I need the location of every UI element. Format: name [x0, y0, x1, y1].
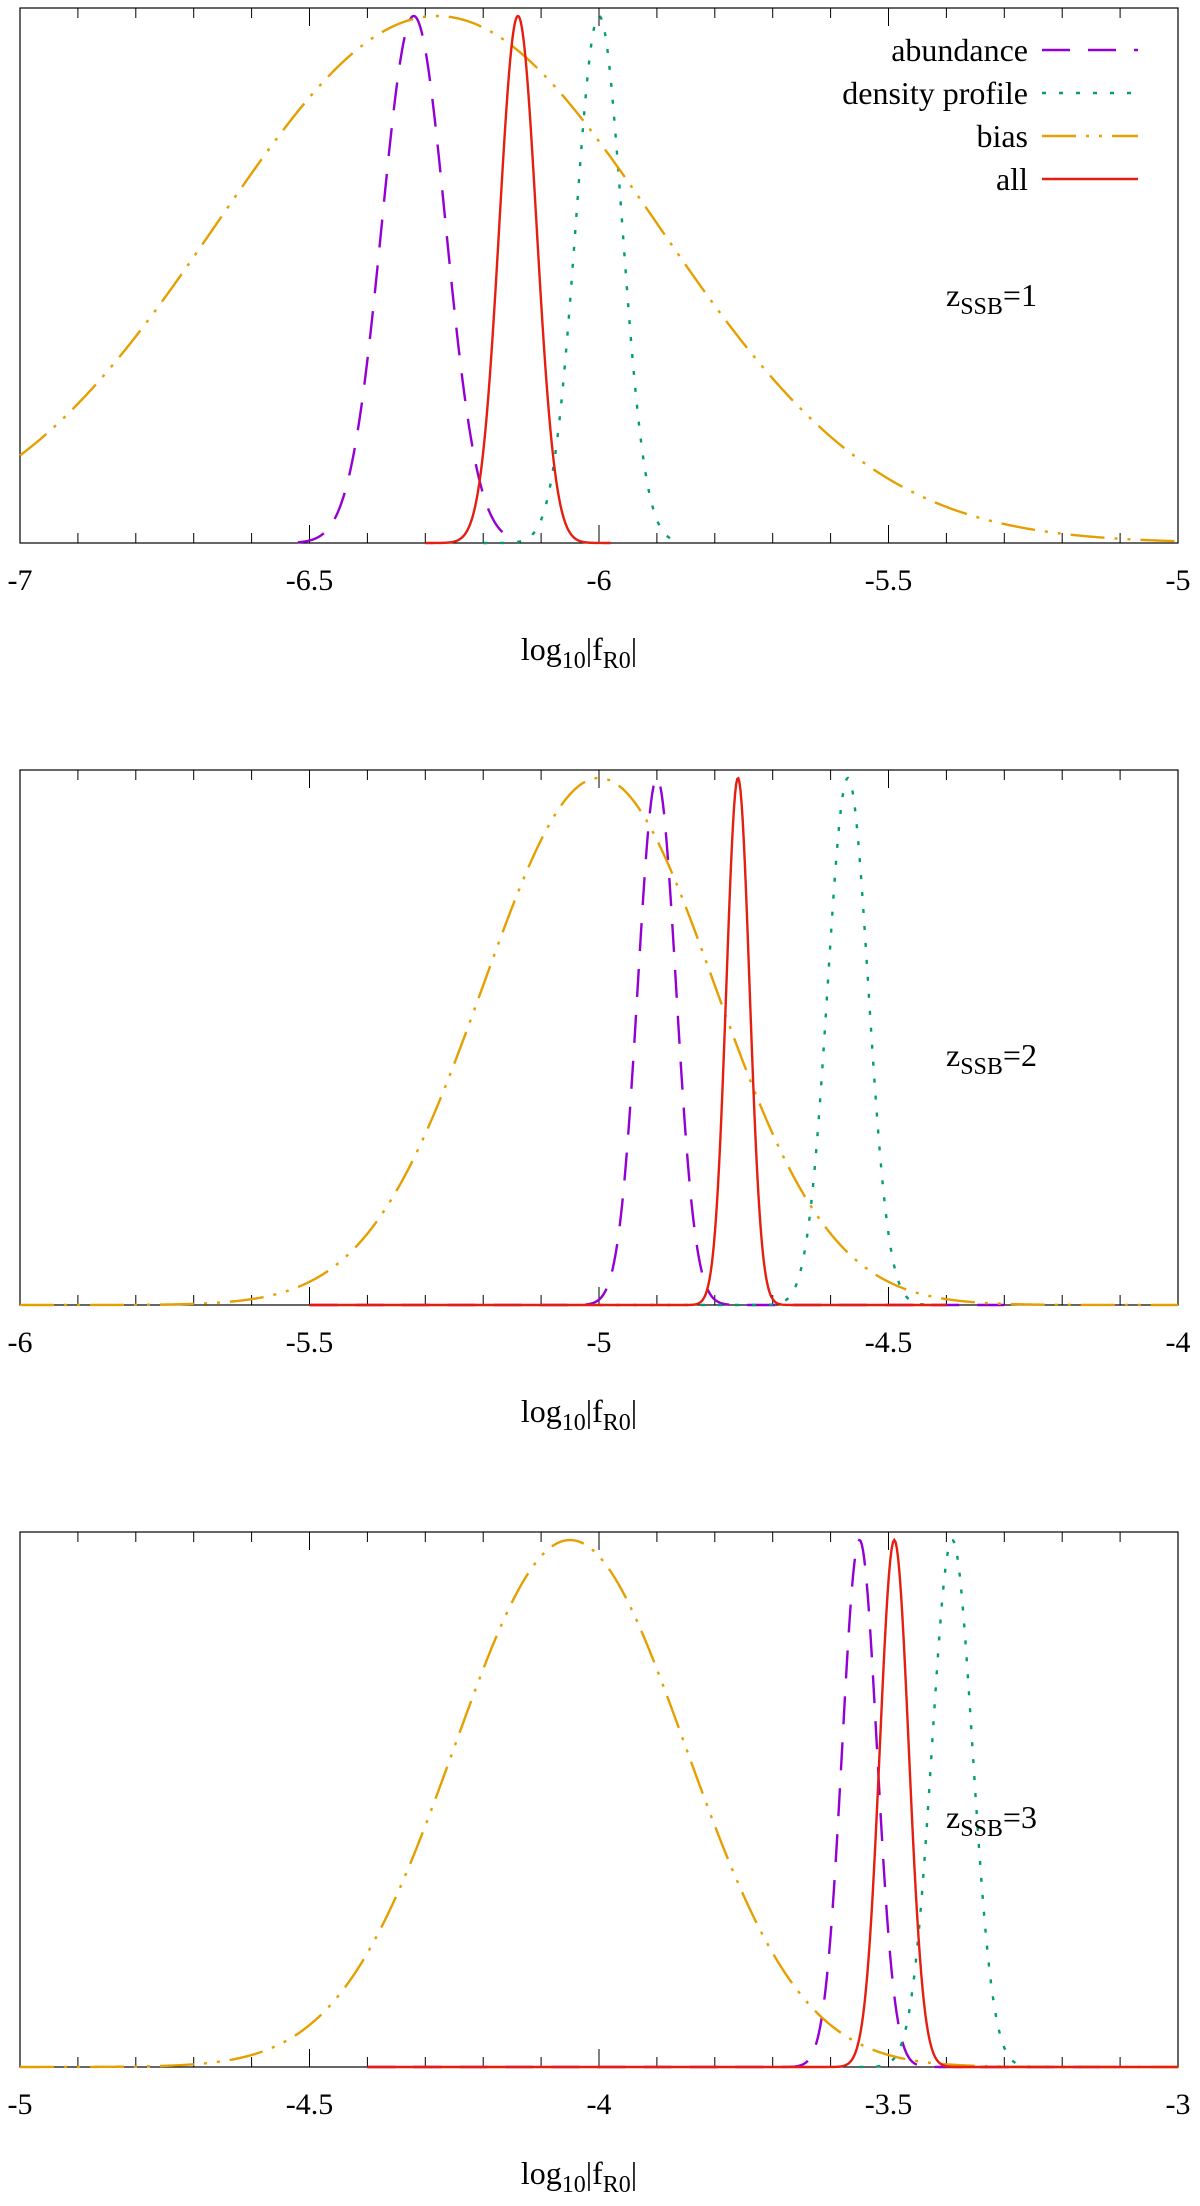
chart-panel-3: -5 -4.5 -4 -3.5 -3 log10|fR0| zSSB=3: [8, 1531, 1191, 2198]
x-axis-title-sub-r0: R0: [603, 1410, 631, 1436]
x-axis-title-sub-10: 10: [562, 2172, 586, 2198]
x-axis-title-main: log: [521, 631, 562, 667]
x-tick-label: -6.5: [286, 564, 334, 597]
x-axis-title-sub-r0: R0: [603, 2172, 631, 2198]
annotation-value: =1: [1003, 277, 1037, 313]
series-line-bias: [20, 776, 1178, 1307]
annotation-sub-ssb: SSB: [960, 1816, 1003, 1842]
annotation-value: =3: [1003, 1799, 1037, 1835]
legend: abundance density profile bias all: [842, 32, 1138, 197]
x-tick-label: -3.5: [865, 2088, 913, 2121]
panels-group: -7 -6.5 -6 -5.5 -5log10|fR0|zSSB=1abundanced…: [8, 7, 1191, 2198]
x-axis-title-mid: |f: [586, 2155, 603, 2191]
annotation-sub-ssb: SSB: [960, 1054, 1003, 1080]
annotation-value: =2: [1003, 1037, 1037, 1073]
x-tick-label: -6: [587, 564, 612, 597]
x-axis-title: log10|fR0|: [521, 2155, 637, 2198]
x-axis-title-mid: |f: [586, 631, 603, 667]
annotation-z: z: [946, 1037, 960, 1073]
x-tick-label: -7: [8, 564, 33, 597]
legend-label-abundance: abundance: [891, 32, 1028, 68]
x-tick-label: -5: [8, 2088, 33, 2121]
series-line-density: [859, 1538, 1121, 2069]
annotation-sub-ssb: SSB: [960, 294, 1003, 320]
series-line-density: [599, 776, 930, 1307]
series-line-all: [425, 14, 611, 545]
legend-label-all: all: [996, 161, 1028, 197]
x-tick-label: -5.5: [286, 1326, 334, 1359]
series-line-bias: [19, 14, 1179, 543]
redshift-annotation: zSSB=1: [946, 277, 1037, 320]
x-axis-title-mid: |f: [586, 1393, 603, 1429]
x-tick-label: -3: [1166, 2088, 1191, 2121]
chart-panel-2: -6 -5.5 -5 -4.5 -4 log10|fR0| zSSB=2: [8, 769, 1191, 1436]
annotation-z: z: [946, 277, 960, 313]
x-axis-title-sub-10: 10: [562, 1410, 586, 1436]
x-tick-label: -5: [587, 1326, 612, 1359]
annotation-z: z: [946, 1799, 960, 1835]
legend-label-bias: bias: [976, 118, 1028, 154]
x-axis-title-main: log: [521, 1393, 562, 1429]
x-axis-title-end: |: [631, 631, 637, 667]
x-axis-title: log10|fR0|: [521, 631, 637, 674]
x-tick-label: -4: [587, 2088, 612, 2121]
series-line-density: [483, 14, 681, 545]
series-line-abundance: [297, 14, 519, 544]
chart-panel-1: -7 -6.5 -6 -5.5 -5 log10|fR0| zSSB=1 abundance d…: [8, 7, 1191, 674]
redshift-annotation: zSSB=2: [946, 1037, 1037, 1080]
redshift-annotation: zSSB=3: [946, 1799, 1037, 1842]
x-axis-title-main: log: [521, 2155, 562, 2191]
x-tick-label: -4.5: [865, 1326, 913, 1359]
x-tick-label: -4.5: [286, 2088, 334, 2121]
x-axis-title: log10|fR0|: [521, 1393, 637, 1436]
x-axis-title-end: |: [631, 1393, 637, 1429]
x-tick-label: -6: [8, 1326, 33, 1359]
x-tick-label: -5.5: [865, 564, 913, 597]
x-axis-title-sub-r0: R0: [603, 648, 631, 674]
x-axis-title-sub-10: 10: [562, 648, 586, 674]
series-line-abundance: [309, 776, 1005, 1307]
x-tick-label: -4: [1166, 1326, 1191, 1359]
x-tick-label: -5: [1166, 564, 1191, 597]
series-line-all: [309, 776, 947, 1307]
x-axis-title-end: |: [631, 2155, 637, 2191]
legend-label-density: density profile: [842, 75, 1028, 111]
series-line-all: [367, 1537, 1178, 2069]
